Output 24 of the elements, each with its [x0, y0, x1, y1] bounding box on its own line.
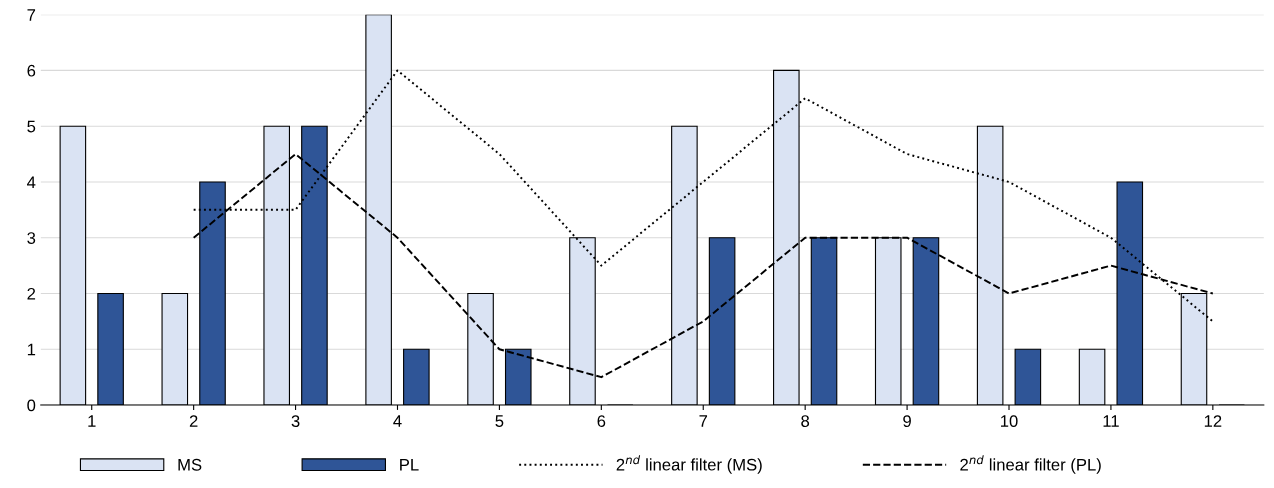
y-tick-label: 4	[27, 176, 36, 188]
x-tick-label: 3	[291, 415, 300, 427]
legend-label: PL	[400, 459, 419, 471]
y-tick-label: 7	[27, 9, 36, 21]
x-tick-label: 9	[903, 415, 911, 427]
legend-label: 2$^{nd}$ linear filter (MS)	[616, 455, 762, 474]
x-tick-label: 8	[801, 415, 810, 427]
x-tick-label: 11	[1103, 415, 1119, 427]
x-tick-label: 1	[88, 415, 96, 427]
x-tick-label: 6	[597, 415, 606, 427]
y-tick-label: 1	[27, 343, 36, 356]
x-tick-label: 4	[393, 415, 402, 427]
legend-label: 2$^{nd}$ linear filter (PL)	[960, 455, 1101, 474]
y-tick-label: 0	[27, 399, 36, 412]
x-tick-label: 7	[699, 415, 708, 427]
y-tick-label: 3	[27, 232, 36, 244]
x-tick-label: 2	[189, 415, 198, 427]
x-tick-label: 12	[1204, 415, 1222, 427]
x-tick-label: 10	[1001, 415, 1018, 427]
x-tick-label: 5	[495, 415, 504, 427]
y-tick-label: 5	[27, 120, 36, 133]
y-tick-label: 6	[27, 64, 36, 77]
y-tick-label: 2	[27, 287, 36, 300]
legend-label: MS	[178, 458, 202, 471]
